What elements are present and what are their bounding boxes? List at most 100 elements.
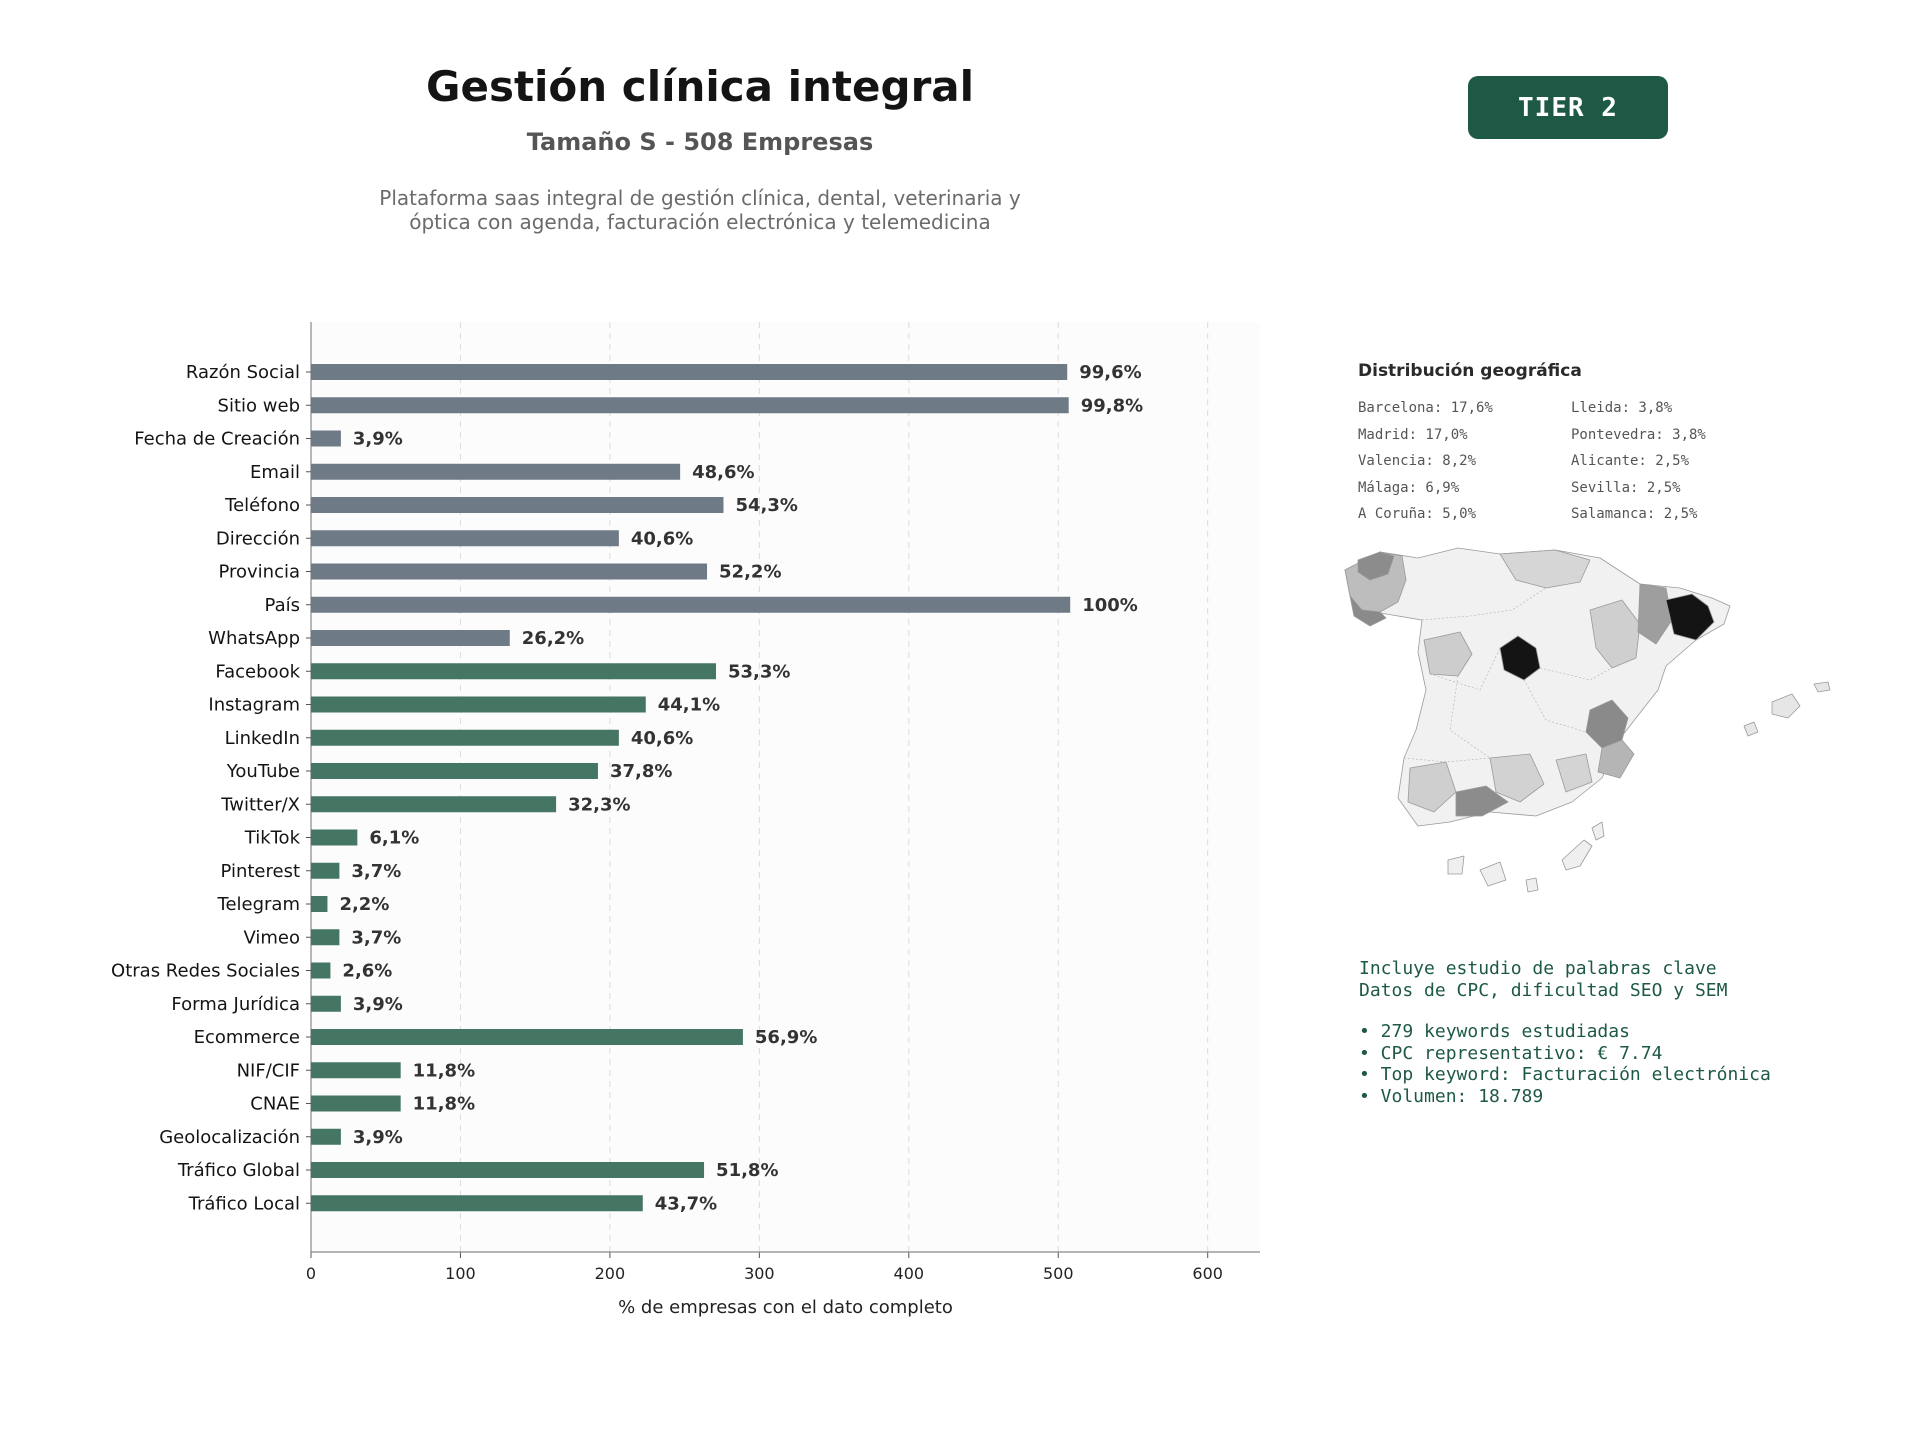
category-label: Ecommerce [194,1027,300,1048]
data-label: 37,8% [610,761,672,782]
category-label: Vimeo [243,927,300,948]
category-label: Tráfico Global [177,1160,300,1181]
geo-item: A Coruña: 5,0% [1358,506,1477,522]
category-label: Sitio web [218,395,300,416]
category-label: LinkedIn [225,728,300,749]
map-region-pontevedra [1349,595,1387,627]
description: Plataforma saas integral de gestión clín… [300,186,1100,234]
category-label: Fecha de Creación [134,429,300,450]
bar-chart: 0 100 200 300 400 500 600 % de empresas con el … [111,322,1260,1318]
data-label: 3,7% [351,861,401,882]
page-subtitle: Tamaño S - 508 Empresas [526,128,874,156]
category-label: Razón Social [186,362,300,383]
x-tick-label: 200 [595,1264,626,1283]
bar [311,663,717,680]
data-label: 3,7% [351,927,401,948]
description-line: Plataforma saas integral de gestión clín… [379,186,1021,210]
map-region-lleida [1637,583,1673,645]
category-label: CNAE [250,1094,300,1115]
category-label: Pinterest [220,861,300,882]
data-label: 3,9% [353,1127,403,1148]
bar [311,1062,401,1079]
data-label: 11,8% [413,1060,475,1081]
bar [311,596,1071,613]
geo-item: Alicante: 2,5% [1571,453,1690,469]
page-title: Gestión clínica integral [425,62,975,111]
category-label: TikTok [244,828,301,849]
map-island-menorca [1813,681,1831,693]
data-label: 40,6% [631,528,693,549]
category-label: País [265,595,300,616]
bar [311,1162,705,1178]
x-tick-label: 600 [1192,1264,1223,1283]
bar [311,962,331,979]
data-label: 40,6% [631,728,693,749]
data-label: 52,2% [719,562,781,583]
data-label: 26,2% [522,628,584,649]
map-region-malaga [1455,785,1509,817]
data-label: 3,9% [353,994,403,1015]
category-label: Geolocalización [159,1127,300,1148]
data-label: 2,6% [342,961,392,982]
x-tick-label: 400 [894,1264,925,1283]
category-label: Tráfico Local [188,1193,300,1214]
map-island-canary-4 [1561,839,1593,871]
bar [311,497,724,513]
geo-item: Málaga: 6,9% [1358,479,1460,496]
bar [311,763,598,779]
category-label: Forma Jurídica [171,994,300,1015]
category-label: Email [250,462,300,483]
map-island-canary-1 [1447,855,1465,875]
geo-item: Sevilla: 2,5% [1571,479,1681,496]
keywords-heading: Incluye estudio de palabras clave [1359,958,1717,979]
bar [311,430,341,447]
bar [311,397,1069,414]
map-region-barcelona [1665,593,1715,641]
category-label: Facebook [215,661,300,682]
category-label: Teléfono [224,495,300,516]
category-label: Twitter/X [220,794,300,815]
data-label: 44,1% [658,695,720,716]
map-island-canary-5 [1591,821,1605,841]
map-island-canary-3 [1525,877,1539,893]
bar [311,364,1068,380]
geo-distribution-title: Distribución geográfica [1358,361,1582,381]
x-tick-label: 500 [1043,1264,1074,1283]
keywords-bullet: • Top keyword: Facturación electrónica [1359,1064,1771,1085]
data-label: 54,3% [735,495,797,516]
bar [311,1128,341,1145]
bar [311,1195,643,1212]
category-label: Telegram [217,894,300,915]
map-island-mallorca [1771,693,1801,719]
data-label: 99,8% [1081,395,1143,416]
data-label: 43,7% [655,1193,717,1214]
category-label: NIF/CIF [237,1060,300,1081]
category-label: Dirección [216,528,300,549]
bar [311,929,340,946]
map-region-alicante [1597,739,1635,779]
category-label: YouTube [226,761,300,782]
x-axis-label: % de empresas con el dato completo [618,1297,953,1318]
bar [311,829,358,846]
map-region-north [1499,549,1591,589]
data-label: 32,3% [568,794,630,815]
geo-item: Pontevedra: 3,8% [1571,426,1706,443]
category-label: WhatsApp [208,628,300,649]
data-label: 100% [1082,595,1138,616]
map-island-canary-2 [1479,861,1507,887]
x-tick-label: 300 [744,1264,775,1283]
x-tick-label: 0 [306,1264,316,1283]
bar [311,530,619,547]
data-label: 56,9% [755,1027,817,1048]
keywords-bullet: • Volumen: 18.789 [1359,1085,1544,1107]
category-label: Otras Redes Sociales [111,961,300,982]
category-label: Provincia [218,562,300,583]
bar [311,896,328,912]
bar [311,796,557,813]
data-label: 99,6% [1079,362,1141,383]
geo-item: Valencia: 8,2% [1358,453,1477,469]
geo-item: Lleida: 3,8% [1571,400,1673,416]
bar [311,1029,743,1045]
bar [311,995,341,1012]
keywords-subheading: Datos de CPC, dificultad SEO y SEM [1359,979,1728,1001]
